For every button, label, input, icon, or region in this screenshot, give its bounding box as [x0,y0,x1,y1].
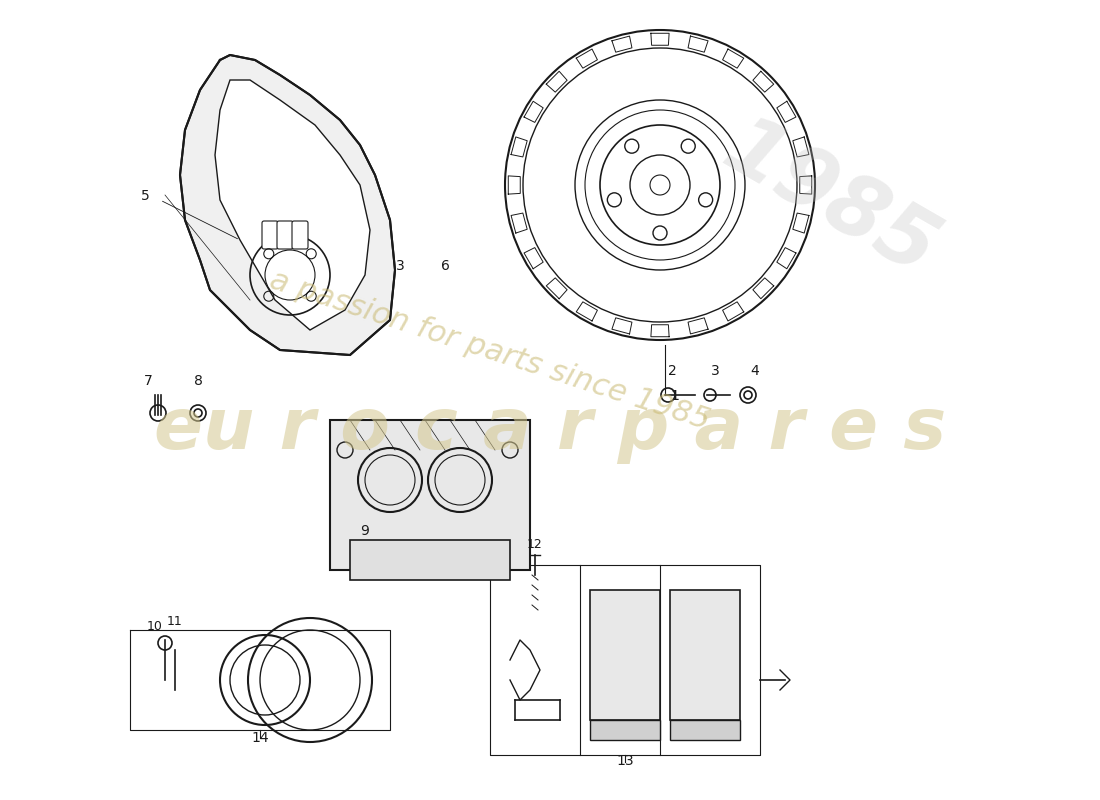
Polygon shape [214,80,370,330]
Bar [590,720,660,740]
Text: 12: 12 [527,538,543,551]
Text: 13: 13 [616,754,634,768]
FancyBboxPatch shape [277,221,293,249]
Bar [330,420,530,570]
Text: 14: 14 [251,731,268,745]
Text: 3: 3 [371,499,380,513]
Text: 7: 7 [144,374,153,388]
Text: 10: 10 [147,620,163,633]
Polygon shape [180,55,395,355]
Text: 8: 8 [194,374,202,388]
FancyBboxPatch shape [292,221,308,249]
Text: eu r o c a r p a r e s: eu r o c a r p a r e s [154,395,946,465]
FancyBboxPatch shape [262,221,278,249]
Text: 1985: 1985 [710,107,950,293]
Text: 3: 3 [711,364,719,378]
Text: 6: 6 [441,259,450,273]
Bar [590,590,660,720]
Text: 4: 4 [750,364,759,378]
Text: 11: 11 [167,615,183,628]
Text: 9: 9 [361,524,370,538]
Text: 2: 2 [668,364,676,378]
Text: 1: 1 [670,389,679,403]
Text: a passion for parts since 1985: a passion for parts since 1985 [266,265,714,435]
Text: 3: 3 [396,259,405,273]
Text: 5: 5 [141,189,150,203]
Bar [670,590,740,720]
Text: 6: 6 [426,549,434,563]
Bar [670,720,740,740]
Bar [350,540,510,580]
